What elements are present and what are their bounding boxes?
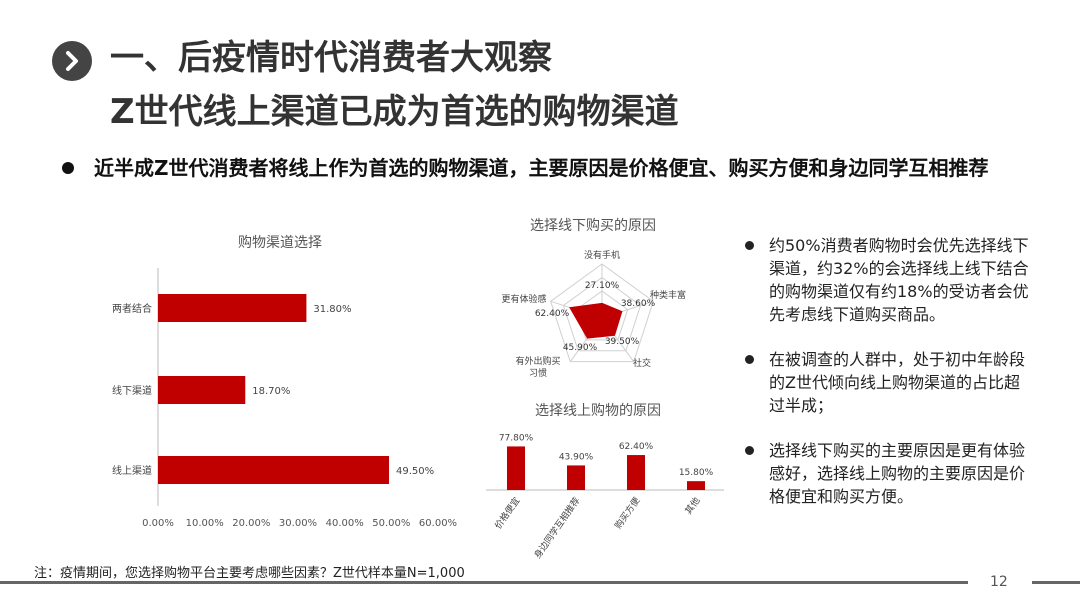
data-label: 49.50%: [396, 466, 434, 477]
chart2-title: 选择线下购买的原因: [530, 218, 656, 234]
data-label: 18.70%: [252, 386, 290, 397]
data-label: 38.60%: [621, 299, 656, 309]
bar: [567, 465, 585, 490]
tick-label: 0.00%: [142, 518, 174, 529]
data-label: 77.80%: [499, 433, 534, 443]
footer-divider-left: [0, 581, 968, 584]
data-label: 62.40%: [535, 309, 570, 319]
category-label: 更有体验感: [501, 293, 546, 305]
page-number: 12: [990, 574, 1008, 590]
headline: 近半成Z世代消费者将线上作为首选的购物渠道，主要原因是价格便宜、购买方便和身边同…: [62, 154, 1022, 182]
tick-label: 50.00%: [372, 518, 410, 529]
category-label: 种类丰富: [650, 289, 686, 301]
radar-area: [569, 302, 623, 339]
summary-bullets: 约50%消费者购物时会优先选择线下渠道，约32%的会选择线上线下结合的购物渠道仅…: [745, 234, 1035, 530]
category-label: 习惯: [529, 367, 547, 379]
data-label: 15.80%: [679, 468, 714, 478]
page-subtitle: Z世代线上渠道已成为首选的购物渠道: [110, 92, 679, 132]
bar: [507, 446, 525, 490]
chevron-right-icon: [66, 51, 78, 71]
bullet-dot: [62, 162, 74, 174]
data-label: 31.80%: [313, 304, 351, 315]
bar: [158, 294, 307, 322]
tick-label: 其他: [682, 495, 702, 517]
bullet-text: 约50%消费者购物时会优先选择线下渠道，约32%的会选择线上线下结合的购物渠道仅…: [769, 236, 1029, 324]
tick-label: 线下渠道: [112, 384, 152, 397]
next-slide-button[interactable]: [52, 41, 92, 81]
tick-label: 10.00%: [186, 518, 224, 529]
bullet-item: 选择线下购买的主要原因是更有体验感好，选择线上购物的主要原因是价格便宜和购买方便…: [745, 439, 1035, 508]
radar-grid: [550, 263, 654, 363]
tick-label: 线上渠道: [112, 464, 152, 477]
channel-choice-chart: 两者结合 31.80% 线下渠道 18.70% 线上渠道 49.50% 0.00% 10.00…: [112, 268, 457, 529]
bullet-dot: [745, 446, 754, 455]
online-reasons-chart: 77.80% 价格便宜 43.90% 身边同学互相推荐 62.40% 购买方便 15.80%…: [486, 433, 724, 561]
page-title: 一、后疫情时代消费者大观察: [110, 38, 552, 78]
category-label: 社交: [633, 357, 651, 369]
data-label: 39.50%: [605, 337, 640, 347]
data-label: 43.90%: [559, 452, 594, 462]
tick-label: 30.00%: [279, 518, 317, 529]
footer-divider-right: [1032, 581, 1080, 584]
tick-label: 购买方便: [612, 495, 642, 531]
bullet-text: 在被调查的人群中，处于初中年龄段的Z世代倾向线上购物渠道的占比超过半成；: [769, 350, 1026, 415]
chart1-title: 购物渠道选择: [238, 235, 322, 251]
bar: [158, 376, 246, 404]
category-label: 没有手机: [584, 249, 620, 261]
tick-label: 40.00%: [326, 518, 364, 529]
bar: [687, 481, 705, 490]
bullet-item: 在被调查的人群中，处于初中年龄段的Z世代倾向线上购物渠道的占比超过半成；: [745, 348, 1035, 417]
data-label: 27.10%: [585, 281, 620, 291]
headline-text: 近半成Z世代消费者将线上作为首选的购物渠道，主要原因是价格便宜、购买方便和身边同…: [94, 156, 989, 180]
bar: [158, 456, 389, 484]
data-label: 62.40%: [619, 442, 654, 452]
tick-label: 两者结合: [112, 302, 152, 315]
radar-grid: [562, 276, 642, 352]
tick-label: 20.00%: [232, 518, 270, 529]
bar: [627, 455, 645, 490]
bullet-item: 约50%消费者购物时会优先选择线下渠道，约32%的会选择线上线下结合的购物渠道仅…: [745, 234, 1035, 326]
bullet-text: 选择线下购买的主要原因是更有体验感好，选择线上购物的主要原因是价格便宜和购买方便…: [769, 441, 1026, 506]
tick-label: 价格便宜: [492, 495, 522, 531]
data-label: 45.90%: [563, 343, 598, 353]
category-label: 有外出购买: [515, 355, 560, 367]
bullet-dot: [745, 241, 754, 250]
tick-label: 60.00%: [419, 518, 457, 529]
chart3-title: 选择线上购物的原因: [535, 403, 661, 419]
tick-label: 身边同学互相推荐: [531, 495, 582, 561]
bullet-dot: [745, 355, 754, 364]
footnote: 注：疫情期间，您选择购物平台主要考虑哪些因素？Z世代样本量N=1,000: [34, 566, 465, 581]
